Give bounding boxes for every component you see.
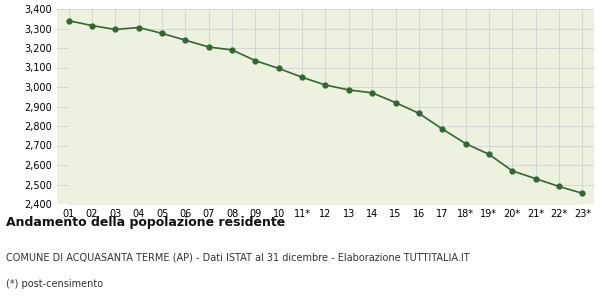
Text: COMUNE DI ACQUASANTA TERME (AP) - Dati ISTAT al 31 dicembre - Elaborazione TUTTI: COMUNE DI ACQUASANTA TERME (AP) - Dati I…: [6, 252, 470, 262]
Text: (*) post-censimento: (*) post-censimento: [6, 279, 103, 289]
Text: Andamento della popolazione residente: Andamento della popolazione residente: [6, 216, 285, 229]
